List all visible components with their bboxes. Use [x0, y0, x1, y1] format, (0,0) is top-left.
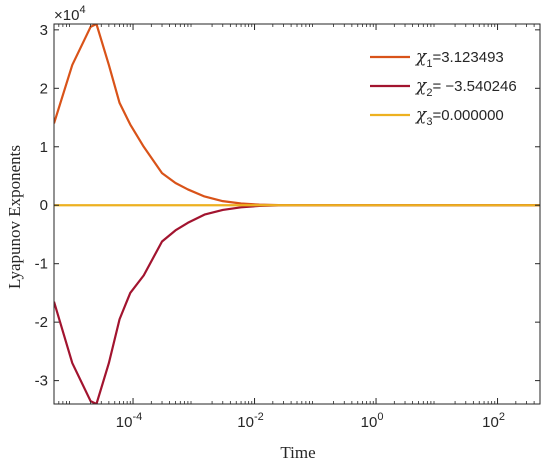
y-tick-label: -2 — [35, 314, 48, 331]
x-tick-label: 10-2 — [237, 411, 263, 431]
y-tick-label: -3 — [35, 373, 48, 390]
legend-entry-1: χ1=3.123493 — [415, 47, 504, 70]
axes: -3 -2 -1 0 1 2 3 10-4 10-2 100 102 — [35, 22, 541, 431]
legend-entry-3: χ3=0.000000 — [415, 105, 504, 128]
y-axis-label: Lyapunov Exponents — [5, 145, 24, 289]
y-tick-label: 3 — [40, 22, 48, 39]
x-tick-label: 100 — [361, 411, 384, 431]
y-tick-label: 0 — [40, 197, 48, 214]
y-tick-label: 1 — [40, 139, 48, 156]
legend: χ1=3.123493 χ2= −3.540246 χ3=0.000000 — [370, 47, 517, 128]
y-tick-label: -1 — [35, 256, 48, 273]
x-tick-label: 10-4 — [116, 411, 142, 431]
y-tick-label: 2 — [40, 80, 48, 97]
x-tick-label: 102 — [482, 411, 505, 431]
legend-entry-2: χ2= −3.540246 — [415, 76, 517, 99]
series-line-2 — [54, 204, 540, 404]
labels: Time Lyapunov Exponents ×104 — [5, 4, 316, 462]
y-axis-exponent: ×104 — [54, 4, 86, 24]
x-axis-label: Time — [280, 443, 315, 462]
plot-area — [54, 24, 540, 404]
